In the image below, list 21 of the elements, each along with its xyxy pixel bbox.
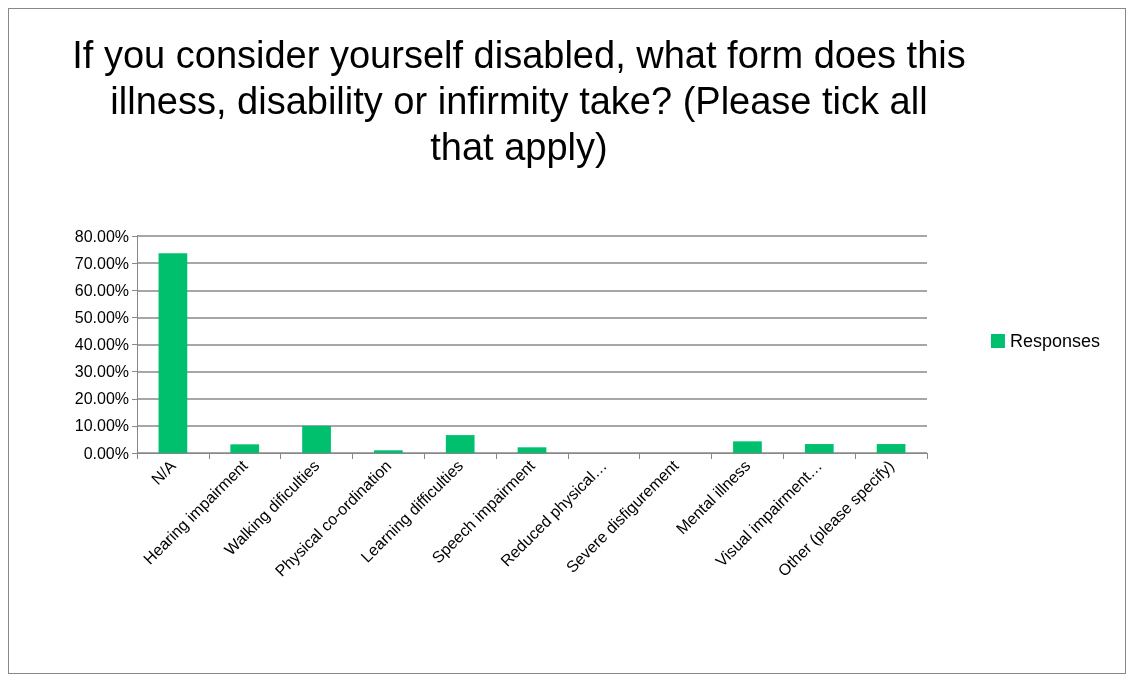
legend-label: Responses: [1009, 331, 1101, 351]
bar: [804, 444, 834, 453]
y-tick-label: 80.00%: [74, 227, 129, 245]
y-tick-label: 50.00%: [74, 308, 129, 326]
bar: [302, 425, 331, 453]
y-tick-label: 20.00%: [74, 390, 129, 408]
bar: [230, 444, 260, 453]
y-tick-label: 30.00%: [74, 363, 129, 381]
bar: [158, 253, 188, 453]
chart-title: If you consider yourself disabled, what form does this illness, disability or infirmity take? (Please tick all that apply): [72, 34, 966, 168]
y-tick-label: 10.00%: [74, 417, 129, 435]
y-tick-label: 70.00%: [74, 254, 129, 272]
bar: [517, 447, 547, 453]
bar: [876, 444, 906, 453]
bar: [374, 450, 403, 453]
bar: [733, 441, 762, 453]
bar: [445, 435, 475, 453]
x-tick-label: N/A: [148, 456, 180, 488]
y-tick-label: 40.00%: [74, 336, 129, 353]
y-tick-label: 0.00%: [83, 444, 129, 462]
y-tick-label: 60.00%: [74, 281, 129, 299]
